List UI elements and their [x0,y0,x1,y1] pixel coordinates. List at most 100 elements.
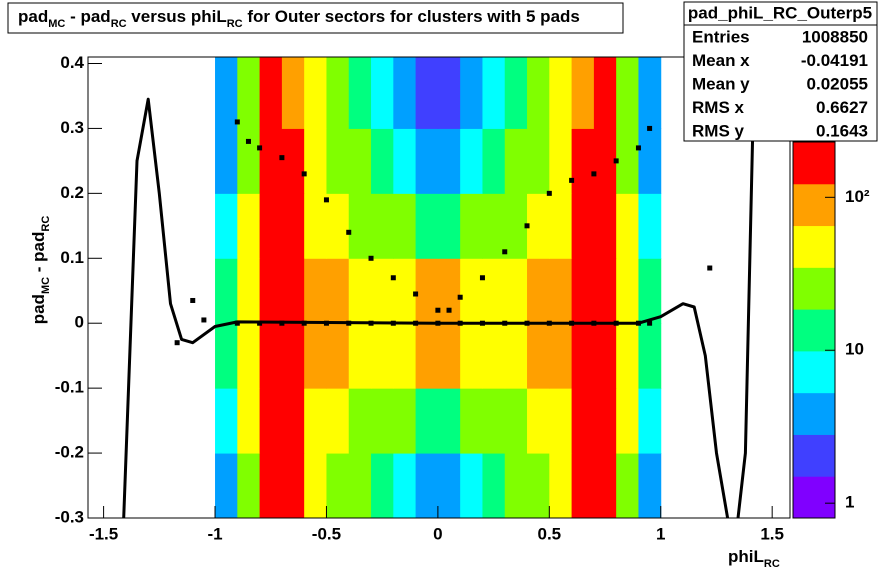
heatmap-cell [571,57,595,129]
heatmap-cell [571,388,595,454]
y-tick-label: -0.3 [55,507,84,526]
heatmap-cell [215,388,238,454]
heatmap-cell [371,193,394,259]
heatmap-cell [415,193,439,259]
heatmap-cell [437,193,461,259]
frame [87,56,791,519]
heatmap-cell [371,258,394,324]
text-part: - pad [65,7,110,26]
profile-marker [479,275,485,281]
heatmap-cell [437,388,461,454]
heatmap-cell [237,453,261,518]
heatmap-cell [549,453,573,518]
heatmap-cell [281,57,305,129]
heatmap-cell [638,323,662,389]
text-part: versus phiL [127,7,227,26]
text-part: RC [764,558,780,570]
profile-marker [446,307,452,313]
text-part: RC [111,18,127,30]
heatmap-cell [616,258,639,324]
heatmap-cell [259,258,283,324]
profile-marker [647,125,653,131]
colorbar-tick-label: 10 [845,340,864,359]
profile-marker [279,155,285,161]
heatmap-cell [638,193,662,259]
heatmap-cell [281,323,305,389]
chart-title: padMC - padRC versus phiLRC for Outer se… [18,7,580,29]
heatmap-cell [348,57,372,129]
profile-marker [346,229,352,235]
heatmap-cell [616,388,639,454]
colorbar-tick-label: 1 [845,493,854,512]
heatmap-cell [549,57,573,129]
heatmap-cell [393,193,417,259]
heatmap-cell [326,258,350,324]
heatmap-cell [348,128,372,194]
heatmap-cell [393,453,417,518]
heatmap-cell [482,193,506,259]
heatmap-cell [304,453,327,518]
colorbar-swatch [793,350,835,394]
heatmap-cell [259,323,283,389]
stats-label: Mean x [692,51,750,70]
text-part: phiL [728,547,764,566]
y-tick-label: -0.1 [55,378,84,397]
heatmap-cell [304,258,327,324]
heatmap-cell [304,128,327,194]
x-tick-label: -1.5 [89,524,118,543]
text-part: RC [40,216,52,232]
heatmap-cell [482,388,506,454]
profile-marker [524,223,530,229]
heatmap-cell [527,323,550,389]
heatmap-cell [527,193,550,259]
heatmap-cell [638,453,662,518]
heatmap-cell [638,128,662,194]
heatmap-cell [616,323,639,389]
heatmap-cell [259,388,283,454]
y-tick-label: 0.3 [60,118,84,137]
x-axis-label: phiLRC [728,547,780,569]
heatmap-cell [460,128,483,194]
heatmap-cell [348,323,372,389]
stats-label: Entries [692,27,750,46]
profile-marker [591,171,597,177]
heatmap-cell [371,388,394,454]
colorbar-swatch [793,225,835,268]
profile-marker [502,249,508,255]
heatmap-cell [237,323,261,389]
heatmap-cell [482,453,506,518]
heatmap-cell [549,128,573,194]
heatmap-cell [482,128,506,194]
colorbar-swatch [793,142,835,185]
heatmap-cell [504,57,528,129]
heatmap-cell [638,258,662,324]
stats-value: 0.6627 [816,98,868,117]
heatmap-cell [281,128,305,194]
heatmap-cell [460,453,483,518]
y-tick-label: 0.4 [60,53,84,72]
heatmap-cell [482,323,506,389]
heatmap-cell [393,388,417,454]
heatmap-cell [504,193,528,259]
heatmap-cell [460,323,483,389]
profile-marker [174,340,180,346]
heatmap-cell [237,193,261,259]
heatmap-cell [281,388,305,454]
heatmap-cell [504,453,528,518]
heatmap-cell [415,128,439,194]
profile-marker [457,294,463,300]
text-part: RC [227,18,243,30]
profile-marker [435,307,441,313]
title-box [7,2,624,34]
heatmap-cell [527,388,550,454]
y-axis-label: padMC - padRC [29,216,51,325]
heatmap-cell [482,57,506,129]
heatmap-cell [593,193,617,259]
heatmap-cell [348,258,372,324]
profile-marker [323,197,329,203]
profile-marker [413,291,419,297]
heatmap-cell [616,193,639,259]
heatmap-cell [281,193,305,259]
heatmap-cell [482,258,506,324]
